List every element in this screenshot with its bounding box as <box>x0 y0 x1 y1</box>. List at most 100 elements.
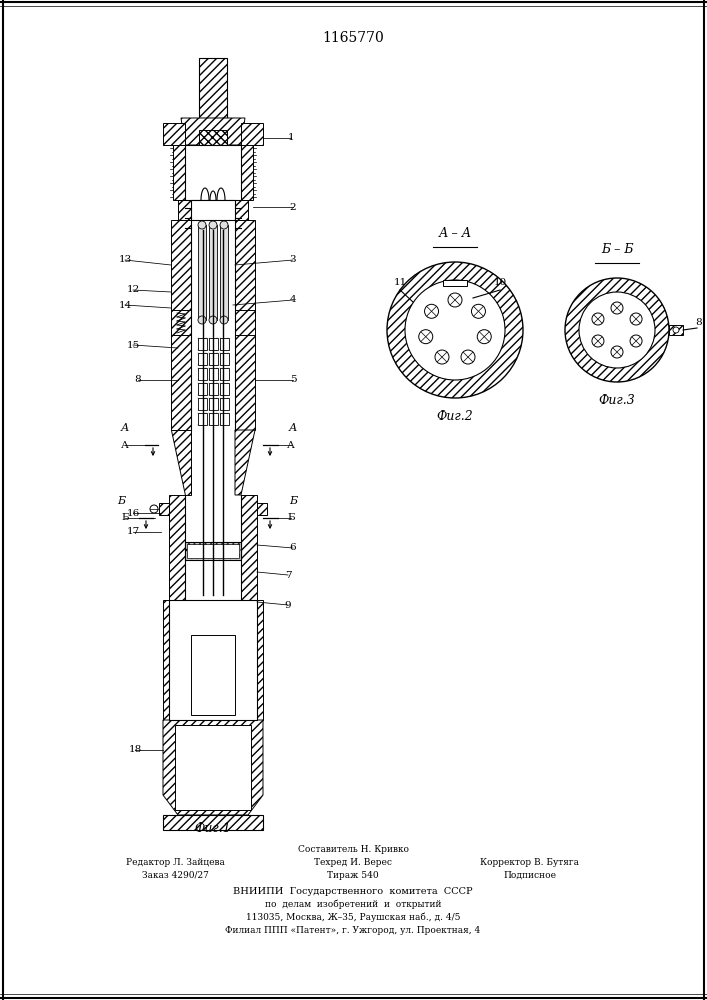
Text: 1165770: 1165770 <box>322 31 384 45</box>
Text: 2: 2 <box>290 202 296 212</box>
Text: Заказ 4290/27: Заказ 4290/27 <box>141 871 209 880</box>
Bar <box>199 130 227 145</box>
Circle shape <box>198 316 206 324</box>
Text: Тираж 540: Тираж 540 <box>327 871 379 880</box>
Polygon shape <box>257 503 267 515</box>
Bar <box>198 353 207 365</box>
Bar <box>220 338 229 350</box>
Circle shape <box>592 335 604 347</box>
Text: Составитель Н. Кривко: Составитель Н. Кривко <box>298 845 409 854</box>
Text: А: А <box>121 440 129 450</box>
Text: 113035, Москва, Ж–35, Раушская наб., д. 4/5: 113035, Москва, Ж–35, Раушская наб., д. … <box>246 912 460 922</box>
Polygon shape <box>241 123 263 145</box>
Text: 10: 10 <box>493 278 507 287</box>
Bar <box>209 353 218 365</box>
Bar <box>175 725 251 810</box>
Text: 8: 8 <box>696 318 702 327</box>
Text: А: А <box>287 440 295 450</box>
Text: 7: 7 <box>285 570 291 580</box>
Bar <box>191 635 235 715</box>
Circle shape <box>209 316 217 324</box>
Text: 13: 13 <box>118 255 132 264</box>
Circle shape <box>673 327 679 333</box>
Polygon shape <box>178 200 248 220</box>
Text: Редактор Л. Зайцева: Редактор Л. Зайцева <box>126 858 224 867</box>
Polygon shape <box>163 600 169 720</box>
Text: Б: Б <box>289 496 297 506</box>
Circle shape <box>477 330 491 344</box>
Text: Б – Б: Б – Б <box>601 243 633 256</box>
Circle shape <box>220 221 228 229</box>
Circle shape <box>198 221 206 229</box>
Bar <box>171 635 191 715</box>
Bar <box>209 225 217 320</box>
Text: 18: 18 <box>129 746 141 754</box>
Text: 12: 12 <box>127 286 139 294</box>
Circle shape <box>579 292 655 368</box>
Text: А: А <box>121 423 129 433</box>
Circle shape <box>150 505 158 513</box>
Polygon shape <box>241 145 253 200</box>
Text: 3: 3 <box>290 255 296 264</box>
Circle shape <box>435 350 449 364</box>
Text: 11: 11 <box>393 278 407 287</box>
Bar <box>187 544 239 558</box>
Bar <box>198 413 207 425</box>
Polygon shape <box>163 123 185 145</box>
Bar <box>198 338 207 350</box>
Bar <box>199 145 227 165</box>
Circle shape <box>209 221 217 229</box>
Bar <box>191 200 235 220</box>
Text: 6: 6 <box>290 544 296 552</box>
Circle shape <box>424 304 438 318</box>
Polygon shape <box>257 600 263 720</box>
Text: А: А <box>289 423 297 433</box>
Text: 9: 9 <box>285 600 291 609</box>
Bar <box>185 542 241 560</box>
Text: Фиг.1: Фиг.1 <box>194 822 231 835</box>
Polygon shape <box>173 145 185 200</box>
Circle shape <box>611 302 623 314</box>
Text: Фиг.2: Фиг.2 <box>437 410 474 423</box>
Polygon shape <box>235 220 255 430</box>
Polygon shape <box>241 495 257 600</box>
Polygon shape <box>235 310 255 335</box>
Bar <box>169 600 257 720</box>
Text: Филиал ППП «Патент», г. Ужгород, ул. Проектная, 4: Филиал ППП «Патент», г. Ужгород, ул. Про… <box>226 926 481 935</box>
Circle shape <box>387 262 523 398</box>
Bar <box>163 815 263 830</box>
Bar <box>198 398 207 410</box>
Bar <box>198 383 207 395</box>
Text: 17: 17 <box>127 528 139 536</box>
Polygon shape <box>169 495 185 600</box>
Text: Техред И. Верес: Техред И. Верес <box>314 858 392 867</box>
Circle shape <box>630 335 642 347</box>
Text: А – А: А – А <box>438 227 472 240</box>
Text: 1: 1 <box>288 133 294 142</box>
Text: 14: 14 <box>118 300 132 310</box>
Bar <box>220 368 229 380</box>
Circle shape <box>405 280 505 380</box>
Text: ВНИИПИ  Государственного  комитета  СССР: ВНИИПИ Государственного комитета СССР <box>233 887 473 896</box>
Bar <box>209 338 218 350</box>
Circle shape <box>461 350 475 364</box>
Circle shape <box>220 316 228 324</box>
Circle shape <box>448 293 462 307</box>
Bar <box>199 58 227 118</box>
Polygon shape <box>181 118 245 145</box>
Bar <box>209 383 218 395</box>
Bar <box>209 398 218 410</box>
Circle shape <box>565 278 669 382</box>
Bar <box>220 225 228 320</box>
Bar <box>198 225 206 320</box>
Text: Б: Б <box>287 514 295 522</box>
Bar <box>237 635 255 715</box>
Bar <box>209 413 218 425</box>
Text: Фиг.3: Фиг.3 <box>599 394 636 407</box>
Circle shape <box>611 346 623 358</box>
Polygon shape <box>171 430 191 495</box>
Text: 5: 5 <box>290 375 296 384</box>
Text: Подписное: Подписное <box>503 871 556 880</box>
Circle shape <box>592 313 604 325</box>
Text: Б: Б <box>117 496 125 506</box>
